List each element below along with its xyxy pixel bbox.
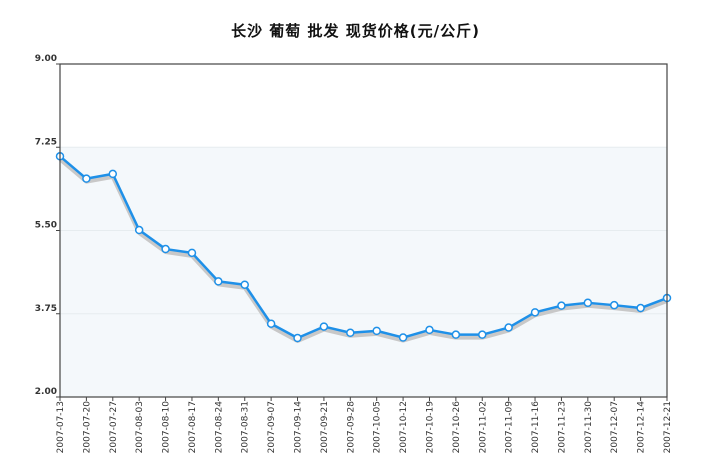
y-tick-label: 7.25 [35, 137, 57, 147]
data-point [557, 301, 566, 310]
y-tick-label: 3.75 [35, 304, 57, 314]
data-point [609, 300, 619, 310]
x-tick-label: 2007-08-17 [188, 401, 198, 453]
data-point [319, 322, 329, 331]
x-tick-label: 2007-07-27 [109, 401, 119, 453]
x-tick-label: 2007-09-28 [346, 401, 356, 454]
data-point [504, 323, 513, 332]
x-tick-label: 2007-09-14 [294, 401, 304, 454]
data-point [583, 298, 593, 308]
x-axis-ticks: 2007-07-13 2007-07-20 2007-07-27 2007-08-03… [56, 397, 673, 453]
x-tick-label: 2007-12-07 [610, 401, 620, 453]
data-point [214, 277, 223, 286]
x-tick-label: 2007-10-05 [373, 401, 383, 453]
data-point [293, 333, 302, 343]
x-tick-label: 2007-08-24 [214, 401, 224, 454]
y-tick-label: 2.00 [35, 387, 57, 397]
plot-frame [59, 63, 668, 398]
y-axis-ticks: 2.00 3.75 5.50 7.25 9.00 [35, 54, 57, 397]
x-tick-label: 2007-12-14 [637, 401, 647, 454]
data-point [346, 328, 355, 338]
data-point [451, 330, 461, 339]
data-point [478, 330, 487, 339]
data-point [398, 333, 408, 342]
x-tick-label: 2007-09-21 [320, 401, 330, 453]
x-tick-label: 2007-11-16 [531, 401, 541, 454]
y-tick-label: 9.00 [35, 54, 57, 64]
x-tick-label: 2007-09-07 [267, 401, 277, 453]
series-shadow-line [58, 157, 668, 344]
x-tick-label: 2007-11-02 [478, 401, 488, 453]
x-tick-label: 2007-11-30 [584, 401, 594, 454]
data-point [425, 325, 434, 335]
x-tick-label: 2007-10-26 [452, 401, 462, 454]
x-tick-label: 2007-11-23 [557, 401, 567, 453]
data-point [530, 308, 540, 317]
x-tick-label: 2007-07-13 [56, 401, 66, 453]
x-tick-label: 2007-08-10 [162, 401, 172, 454]
x-tick-label: 2007-12-21 [663, 401, 673, 453]
data-point [161, 244, 170, 254]
data-point [372, 326, 381, 336]
data-point [108, 169, 118, 179]
data-point [240, 280, 249, 289]
x-tick-label: 2007-10-19 [425, 401, 435, 454]
data-point [82, 174, 91, 183]
series-line [59, 155, 668, 340]
data-point [134, 225, 144, 235]
data-point [187, 248, 197, 258]
data-point [636, 303, 645, 313]
chart-title: 长沙 葡萄 批发 现货价格(元/公斤) [231, 22, 480, 40]
x-tick-label: 2007-07-20 [82, 401, 92, 454]
x-tick-label: 2007-11-09 [505, 401, 515, 454]
y-tick-label: 5.50 [35, 221, 57, 231]
data-point [266, 319, 276, 328]
series-shadow [58, 157, 668, 344]
plot-band [60, 147, 667, 397]
x-tick-label: 2007-08-03 [135, 401, 145, 453]
x-tick-label: 2007-08-31 [241, 401, 251, 453]
x-tick-label: 2007-10-12 [399, 401, 409, 453]
series-line-group [59, 155, 668, 340]
